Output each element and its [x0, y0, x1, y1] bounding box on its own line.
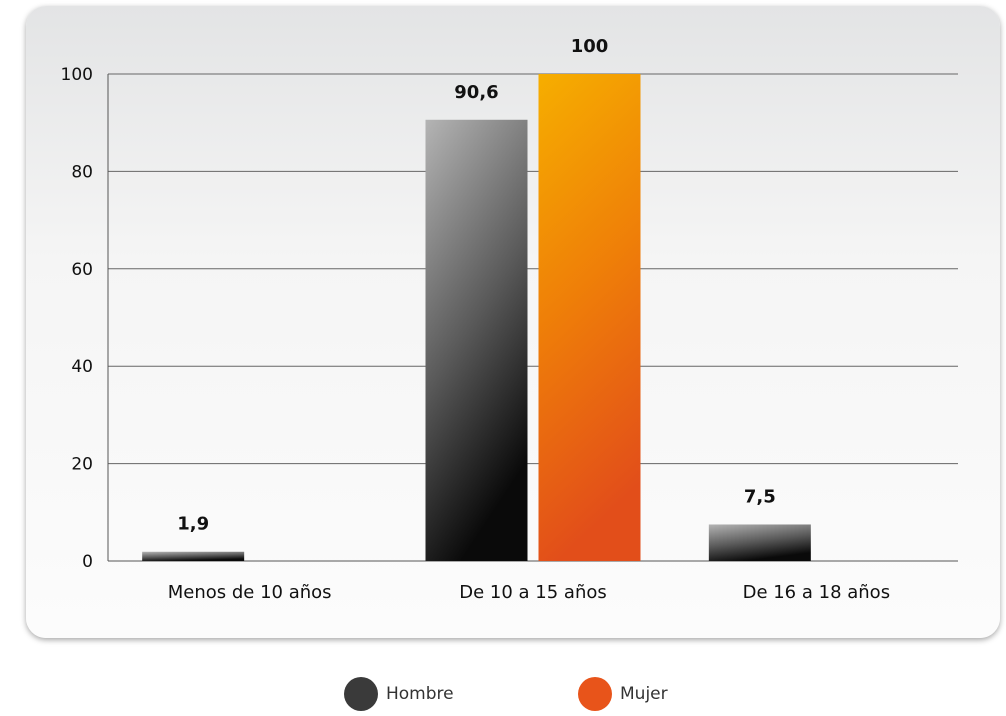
- data-label-hombre-1: 90,6: [454, 82, 498, 103]
- bar-hombre-0: [142, 551, 245, 561]
- y-tick-label: 80: [71, 162, 93, 182]
- legend-label: Hombre: [386, 684, 454, 704]
- data-label-hombre-2: 7,5: [744, 486, 776, 507]
- y-tick-label: 20: [71, 455, 93, 475]
- legend: Hombre Mujer: [0, 676, 1006, 716]
- x-category-label: Menos de 10 años: [168, 582, 332, 603]
- legend-item-mujer: Mujer: [578, 676, 668, 712]
- y-tick-label: 0: [82, 552, 93, 572]
- bar-hombre-2: [708, 524, 811, 561]
- x-category-label: De 10 a 15 años: [459, 582, 607, 603]
- data-label-mujer-1: 100: [571, 36, 609, 57]
- bar-mujer-1: [538, 74, 641, 561]
- legend-swatch: [344, 677, 378, 711]
- bar-hombre-1: [425, 119, 528, 561]
- y-tick-label: 40: [71, 357, 93, 377]
- legend-label: Mujer: [620, 684, 668, 704]
- y-tick-label: 100: [61, 65, 93, 85]
- y-tick-label: 60: [71, 260, 93, 280]
- legend-item-hombre: Hombre: [344, 676, 454, 712]
- data-label-hombre-0: 1,9: [177, 514, 209, 535]
- x-category-label: De 16 a 18 años: [743, 582, 891, 603]
- bar-chart: 0 20 40 60 80 100 1,9 Menos de 10 años 90,6 100 De…: [61, 36, 958, 603]
- legend-swatch: [578, 677, 612, 711]
